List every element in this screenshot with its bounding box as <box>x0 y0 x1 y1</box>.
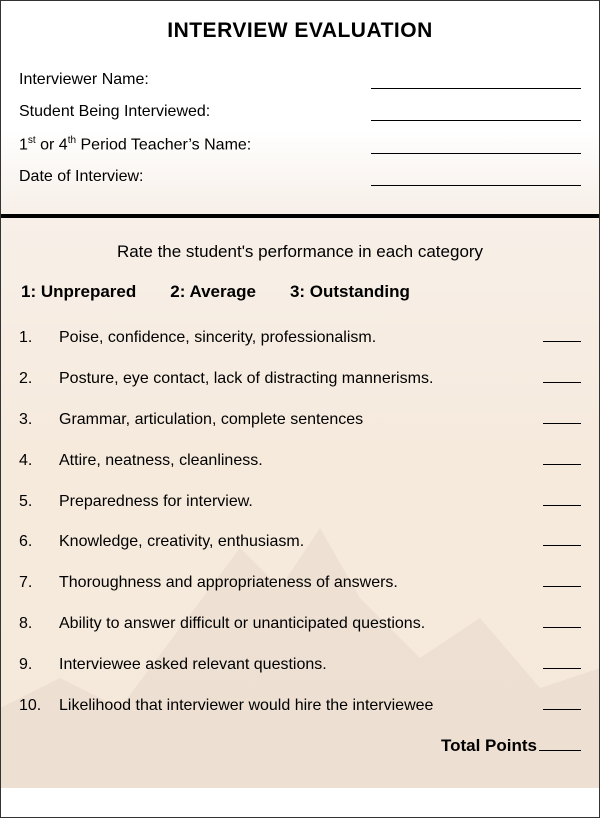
rating-scale: 1: Unprepared 2: Average 3: Outstanding <box>19 282 581 302</box>
criteria-row: 4.Attire, neatness, cleanliness. <box>19 451 581 472</box>
criteria-blank-line[interactable] <box>543 341 581 342</box>
criteria-list: 1.Poise, confidence, sincerity, professi… <box>19 328 581 716</box>
scale-unprepared: 1: Unprepared <box>21 282 136 302</box>
total-points-label: Total Points <box>441 736 537 756</box>
criteria-text: Interviewee asked relevant questions. <box>59 655 539 676</box>
field-interviewer-name: Interviewer Name: <box>19 71 581 89</box>
criteria-blank-line[interactable] <box>543 423 581 424</box>
total-points-blank[interactable] <box>539 750 581 751</box>
criteria-row: 5.Preparedness for interview. <box>19 492 581 513</box>
field-blank-line[interactable] <box>371 103 581 121</box>
scale-outstanding: 3: Outstanding <box>290 282 410 302</box>
criteria-row: 7.Thoroughness and appropriateness of an… <box>19 573 581 594</box>
criteria-number: 9. <box>19 655 59 676</box>
criteria-text: Grammar, articulation, complete sentence… <box>59 410 539 431</box>
criteria-text: Posture, eye contact, lack of distractin… <box>59 369 539 390</box>
criteria-number: 6. <box>19 532 59 553</box>
criteria-row: 2.Posture, eye contact, lack of distract… <box>19 369 581 390</box>
field-blank-line[interactable] <box>371 168 581 186</box>
field-date-of-interview: Date of Interview: <box>19 168 581 186</box>
criteria-blank-line[interactable] <box>543 709 581 710</box>
criteria-blank-line[interactable] <box>543 464 581 465</box>
page-title: INTERVIEW EVALUATION <box>19 19 581 43</box>
criteria-number: 5. <box>19 492 59 513</box>
criteria-row: 3.Grammar, articulation, complete senten… <box>19 410 581 431</box>
field-blank-line[interactable] <box>371 136 581 154</box>
criteria-text: Preparedness for interview. <box>59 492 539 513</box>
field-label: Student Being Interviewed: <box>19 103 210 121</box>
criteria-number: 8. <box>19 614 59 635</box>
criteria-blank-line[interactable] <box>543 668 581 669</box>
field-blank-line[interactable] <box>371 71 581 89</box>
criteria-blank-line[interactable] <box>543 382 581 383</box>
criteria-blank-line[interactable] <box>543 545 581 546</box>
criteria-row: 8.Ability to answer difficult or unantic… <box>19 614 581 635</box>
field-label: Date of Interview: <box>19 168 144 186</box>
criteria-text: Ability to answer difficult or unanticip… <box>59 614 539 635</box>
criteria-blank-line[interactable] <box>543 586 581 587</box>
header-section: INTERVIEW EVALUATION Interviewer Name: S… <box>1 1 599 214</box>
scale-average: 2: Average <box>170 282 256 302</box>
criteria-row: 9.Interviewee asked relevant questions. <box>19 655 581 676</box>
criteria-blank-line[interactable] <box>543 505 581 506</box>
criteria-text: Thoroughness and appropriateness of answ… <box>59 573 539 594</box>
criteria-number: 7. <box>19 573 59 594</box>
criteria-number: 4. <box>19 451 59 472</box>
total-points-row: Total Points <box>19 736 581 756</box>
rating-section: Rate the student's performance in each c… <box>1 218 599 788</box>
criteria-row: 1.Poise, confidence, sincerity, professi… <box>19 328 581 349</box>
criteria-row: 10.Likelihood that interviewer would hir… <box>19 696 581 717</box>
criteria-number: 3. <box>19 410 59 431</box>
instruction-text: Rate the student's performance in each c… <box>19 242 581 262</box>
criteria-number: 2. <box>19 369 59 390</box>
criteria-text: Attire, neatness, cleanliness. <box>59 451 539 472</box>
field-period-teacher: 1st or 4th Period Teacher’s Name: <box>19 135 581 154</box>
field-label: 1st or 4th Period Teacher’s Name: <box>19 135 251 154</box>
criteria-text: Knowledge, creativity, enthusiasm. <box>59 532 539 553</box>
criteria-row: 6.Knowledge, creativity, enthusiasm. <box>19 532 581 553</box>
criteria-text: Likelihood that interviewer would hire t… <box>59 696 539 717</box>
field-student-interviewed: Student Being Interviewed: <box>19 103 581 121</box>
criteria-blank-line[interactable] <box>543 627 581 628</box>
field-label: Interviewer Name: <box>19 71 149 89</box>
criteria-number: 1. <box>19 328 59 349</box>
criteria-text: Poise, confidence, sincerity, profession… <box>59 328 539 349</box>
criteria-number: 10. <box>19 696 59 717</box>
